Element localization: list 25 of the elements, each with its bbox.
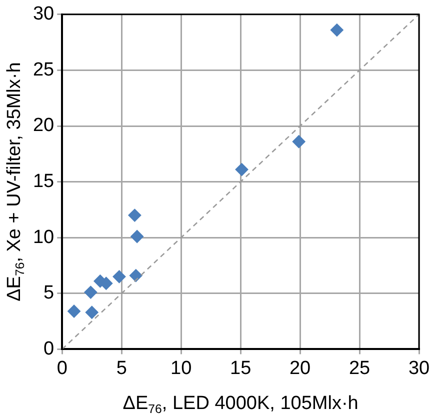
x-tick-label: 15 bbox=[230, 358, 252, 379]
point bbox=[292, 135, 306, 148]
y-tick-label: 10 bbox=[32, 226, 54, 248]
point bbox=[235, 163, 248, 176]
y-tick-label: 0 bbox=[44, 338, 54, 360]
y-tick-label: 30 bbox=[32, 4, 54, 25]
x-tick-label: 30 bbox=[408, 358, 430, 379]
point bbox=[128, 208, 142, 222]
x-tick-label: 20 bbox=[289, 358, 311, 379]
point bbox=[130, 230, 144, 243]
x-tick-label: 10 bbox=[170, 358, 192, 379]
y-tick-label: 20 bbox=[32, 115, 54, 136]
point bbox=[84, 286, 98, 299]
point bbox=[85, 306, 98, 319]
point bbox=[129, 269, 142, 282]
point bbox=[330, 24, 344, 37]
y-tick-label: 15 bbox=[32, 171, 54, 192]
point bbox=[112, 270, 126, 284]
x-tick-label: 0 bbox=[56, 358, 68, 379]
y-tick-label: 25 bbox=[32, 59, 54, 80]
x-tick-label: 5 bbox=[116, 358, 127, 379]
point bbox=[68, 304, 81, 318]
x-tick-label: 25 bbox=[348, 358, 370, 379]
y-axis-title: ΔE76, Xe + UV-filter, 35Mlx·h bbox=[4, 62, 28, 302]
y-tick-label: 5 bbox=[44, 282, 54, 304]
